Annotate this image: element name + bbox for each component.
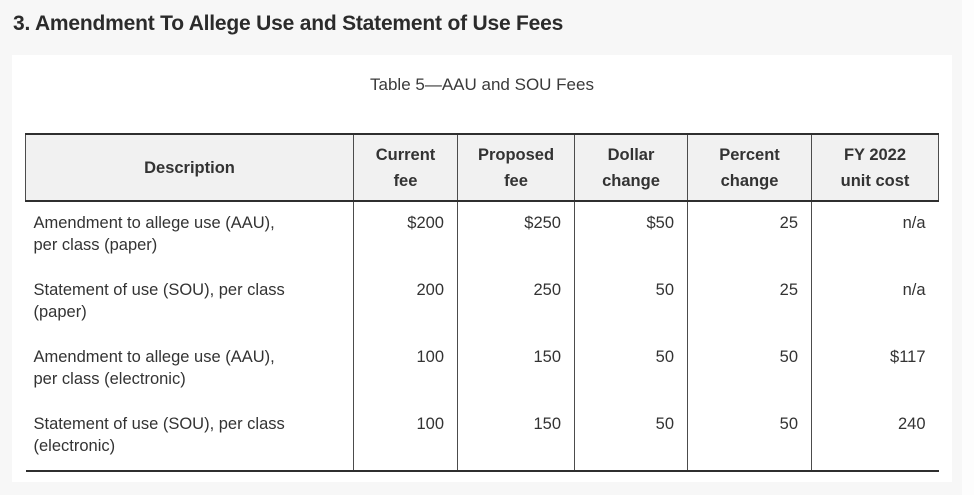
description-line: per class (paper)	[33, 236, 158, 254]
cell-dollar-change: 50	[574, 269, 688, 336]
cell-fy2022-unit-cost: $117	[890, 348, 926, 366]
description-line: (paper)	[33, 303, 87, 321]
description-line: Amendment to allege use (AAU),	[33, 214, 275, 232]
cell-description: Statement of use (SOU), per class (paper…	[25, 269, 354, 336]
col-header-text: change	[720, 171, 779, 190]
cell-proposed-fee: 250	[457, 269, 575, 336]
scrollbar-track[interactable]	[962, 0, 974, 495]
cell-proposed-fee: 150	[457, 403, 575, 471]
col-header-text: Dollar	[607, 145, 655, 164]
table-row: Statement of use (SOU), per class (elect…	[25, 403, 939, 471]
description-line: per class (electronic)	[33, 370, 186, 388]
col-header-text: fee	[504, 171, 528, 190]
cell-fy2022-unit-cost: 240	[897, 415, 926, 433]
col-header-text: unit cost	[840, 171, 910, 190]
col-header-fy2022-unit-cost: FY 2022 unit cost	[811, 134, 939, 202]
cell-current-fee: 100	[353, 403, 458, 471]
section-heading: 3. Amendment To Allege Use and Statement…	[13, 12, 564, 35]
content-panel: Table 5—AAU and SOU Fees Description Cur…	[12, 55, 952, 482]
cell-current-fee: 100	[353, 336, 458, 403]
table-row: Amendment to allege use (AAU), per class…	[25, 201, 939, 269]
cell-percent-change: 25	[687, 201, 812, 269]
col-header-proposed-fee: Proposed fee	[457, 134, 575, 202]
cell-dollar-change: 50	[574, 403, 688, 471]
fees-table: Description Current fee Proposed fee Dol…	[25, 133, 939, 472]
cell-percent-change: 25	[687, 269, 812, 336]
table-caption: Table 5—AAU and SOU Fees	[370, 75, 594, 94]
description-line: (electronic)	[33, 437, 116, 455]
table-row: Amendment to allege use (AAU), per class…	[25, 336, 939, 403]
col-header-text: fee	[393, 171, 418, 190]
col-header-description: Description	[25, 134, 354, 202]
col-header-text: Description	[144, 158, 235, 177]
cell-description: Statement of use (SOU), per class (elect…	[25, 403, 354, 471]
table-row: Statement of use (SOU), per class (paper…	[25, 269, 939, 336]
col-header-text: Proposed	[477, 145, 555, 164]
col-header-current-fee: Current fee	[353, 134, 458, 202]
col-header-percent-change: Percent change	[687, 134, 812, 202]
cell-current-fee: 200	[353, 269, 458, 336]
cell-fy2022-unit-cost: n/a	[902, 281, 926, 299]
col-header-text: FY 2022	[843, 145, 907, 164]
cell-fy2022-unit-cost: n/a	[902, 214, 926, 232]
cell-dollar-change: 50	[574, 336, 688, 403]
description-line: Statement of use (SOU), per class	[33, 281, 285, 299]
cell-description: Amendment to allege use (AAU), per class…	[25, 201, 354, 269]
col-header-text: change	[602, 171, 660, 190]
table-header-row: Description Current fee Proposed fee Dol…	[25, 134, 939, 202]
col-header-dollar-change: Dollar change	[574, 134, 688, 202]
description-line: Amendment to allege use (AAU),	[33, 348, 275, 366]
col-header-text: Percent	[719, 145, 780, 164]
cell-percent-change: 50	[687, 336, 812, 403]
cell-proposed-fee: 150	[457, 336, 575, 403]
cell-percent-change: 50	[687, 403, 812, 471]
col-header-text: Current	[375, 145, 436, 164]
description-line: Statement of use (SOU), per class	[33, 415, 285, 433]
cell-description: Amendment to allege use (AAU), per class…	[25, 336, 354, 403]
cell-current-fee: $200	[353, 201, 458, 269]
cell-proposed-fee: $250	[457, 201, 575, 269]
cell-dollar-change: $50	[574, 201, 688, 269]
